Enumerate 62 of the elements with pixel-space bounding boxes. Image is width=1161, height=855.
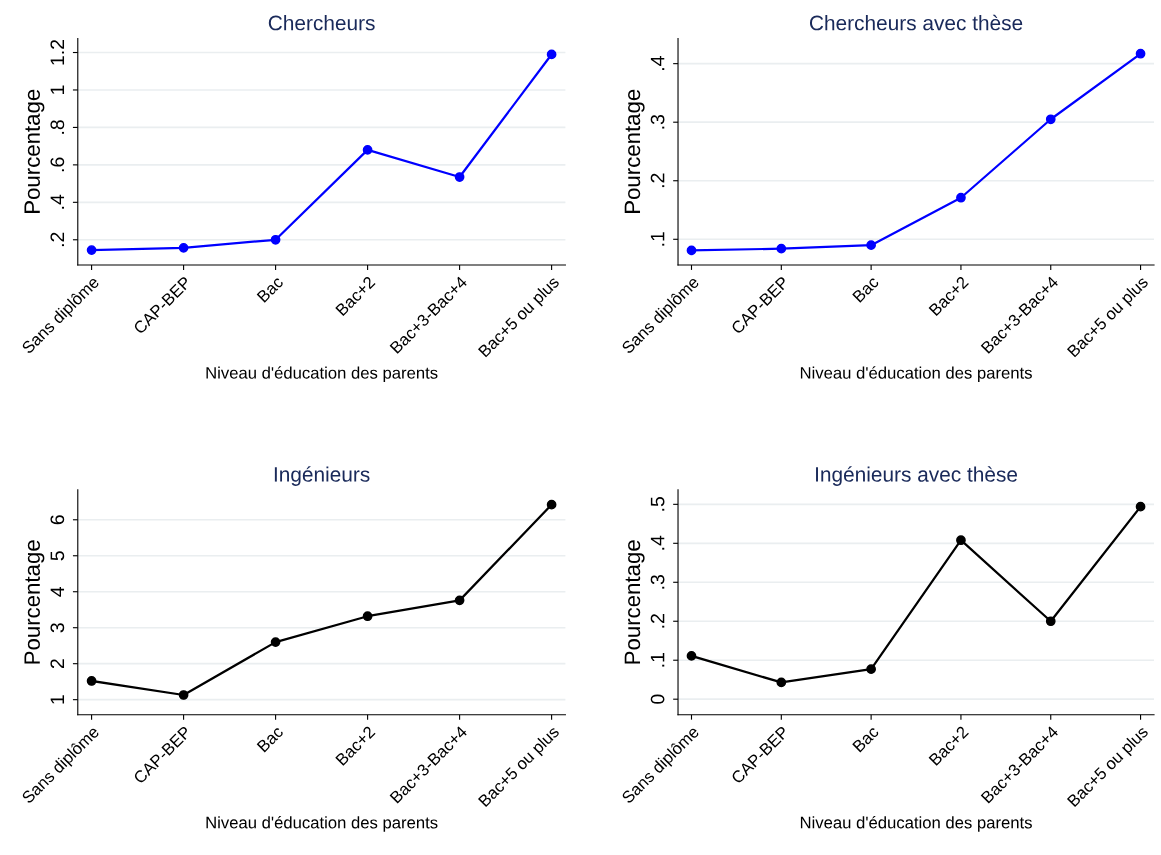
point — [362, 611, 373, 622]
y-tick-label: 0 — [650, 694, 665, 704]
y-tick-label: .2 — [650, 614, 665, 628]
point — [776, 677, 787, 688]
point — [866, 240, 876, 251]
y-tick-label: 6 — [50, 515, 65, 525]
y-tick-label: .4 — [650, 56, 665, 70]
point — [270, 234, 281, 245]
point — [956, 192, 966, 203]
y-tick-label: 1 — [50, 695, 65, 704]
y-tick-label: .3 — [650, 114, 665, 129]
y-tick-label: 3 — [50, 623, 65, 633]
y-tick-label: .1 — [650, 232, 665, 246]
point — [866, 664, 876, 675]
point — [1135, 48, 1146, 59]
point — [86, 676, 97, 686]
x-tick-label: Bac — [256, 275, 284, 303]
y-axis-title: Pourcentage — [24, 540, 45, 664]
y-tick-label: .1 — [650, 653, 665, 667]
y-tick-label: .3 — [650, 575, 665, 589]
point — [686, 651, 697, 661]
point — [178, 242, 189, 253]
chart-title: Chercheurs avec thèse — [809, 14, 1023, 31]
y-tick-label: .4 — [50, 194, 65, 209]
x-tick-label: Bac — [852, 275, 880, 303]
point — [546, 49, 557, 60]
y-tick-label: .5 — [650, 497, 665, 511]
y-tick-label: .6 — [50, 157, 65, 172]
point — [1045, 114, 1056, 125]
point — [546, 499, 557, 510]
y-tick-label: 1 — [50, 85, 65, 94]
x-axis-title: Niveau d'éducation des parents — [206, 366, 438, 383]
y-tick-label: .2 — [650, 173, 665, 188]
chart-title: Ingénieurs — [274, 466, 370, 486]
point — [1045, 616, 1056, 627]
x-axis-title: Niveau d'éducation des parents — [206, 816, 438, 832]
point — [454, 172, 465, 182]
point — [86, 245, 97, 255]
y-tick-label: 2 — [50, 659, 65, 669]
point — [956, 535, 966, 546]
point — [270, 637, 281, 647]
point — [686, 245, 697, 256]
x-axis-title: Niveau d'éducation des parents — [800, 366, 1032, 383]
chart-title: Chercheurs — [268, 15, 375, 31]
y-tick-label: 1.2 — [50, 39, 65, 65]
x-tick-label: Bac — [256, 725, 284, 753]
y-tick-label: .4 — [650, 535, 665, 550]
y-axis-title: Pourcentage — [624, 89, 645, 213]
x-tick-label: Bac — [852, 725, 880, 753]
y-tick-label: .2 — [50, 232, 65, 247]
y-axis-title: Pourcentage — [24, 89, 45, 213]
y-tick-label: .8 — [50, 120, 65, 134]
chart-title: Ingénieurs avec thèse — [816, 466, 1018, 486]
x-axis-title: Niveau d'éducation des parents — [800, 816, 1032, 832]
point — [454, 595, 465, 606]
point — [1135, 501, 1146, 512]
point — [178, 690, 189, 700]
y-tick-label: 5 — [50, 551, 65, 561]
point — [362, 145, 373, 155]
y-tick-label: 4 — [50, 586, 65, 597]
y-axis-title: Pourcentage — [624, 540, 645, 664]
point — [776, 243, 787, 254]
